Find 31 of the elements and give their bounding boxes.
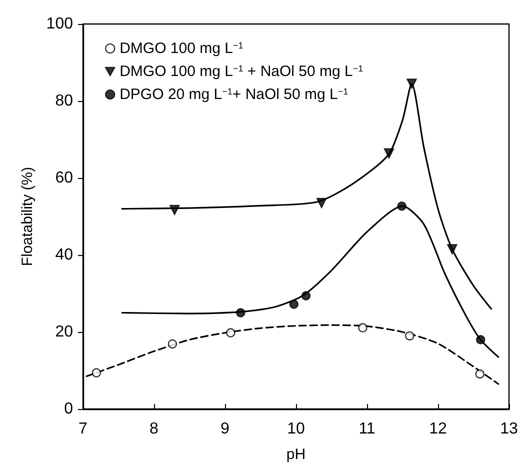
x-tick-label: 8	[150, 420, 159, 438]
y-axis-title: Floatability (%)	[19, 166, 36, 266]
point	[301, 291, 311, 300]
point	[169, 204, 180, 216]
point	[397, 202, 406, 211]
point	[358, 323, 368, 332]
x-axis-title: pH	[286, 446, 306, 463]
y-tick-label: 80	[55, 92, 74, 110]
y-tick-label: 0	[64, 400, 74, 418]
point	[447, 244, 458, 254]
point	[405, 331, 414, 340]
point	[384, 148, 394, 158]
y-tick-label: 60	[55, 170, 74, 186]
x-tick-label: 13	[500, 420, 518, 438]
point	[226, 328, 236, 338]
point	[406, 78, 417, 89]
point	[316, 198, 327, 208]
x-tick-label: 12	[429, 420, 447, 438]
x-tick-label: 10	[287, 420, 305, 438]
point	[476, 335, 486, 344]
x-tick-label: 9	[220, 420, 230, 438]
point	[289, 300, 298, 309]
point	[475, 369, 484, 379]
point	[92, 368, 102, 378]
x-tick-label: 7	[78, 420, 88, 438]
y-tick-label: 20	[55, 324, 74, 340]
y-tick-label: 100	[46, 16, 74, 32]
x-tick-label: 11	[358, 420, 376, 438]
y-tick-label: 40	[55, 246, 74, 264]
point	[168, 339, 178, 349]
point	[236, 308, 246, 318]
